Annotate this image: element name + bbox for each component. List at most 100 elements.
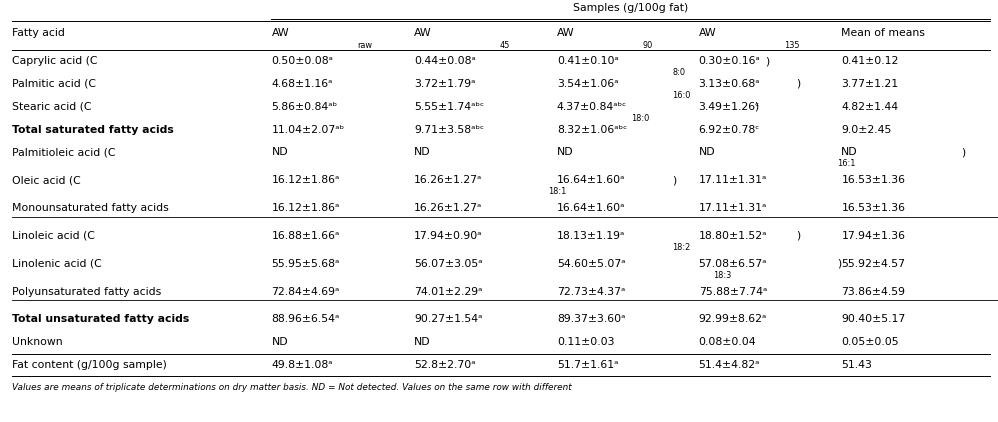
Text: 3.72±1.79ᵃ: 3.72±1.79ᵃ xyxy=(414,79,475,89)
Text: 90: 90 xyxy=(643,41,653,50)
Text: 17.94±0.90ᵃ: 17.94±0.90ᵃ xyxy=(414,231,483,241)
Text: 18.80±1.52ᵃ: 18.80±1.52ᵃ xyxy=(699,231,767,241)
Text: 16.12±1.86ᵃ: 16.12±1.86ᵃ xyxy=(271,203,339,213)
Text: 11.04±2.07ᵃᵇ: 11.04±2.07ᵃᵇ xyxy=(271,124,344,135)
Text: AW: AW xyxy=(271,28,289,38)
Text: 16.53±1.36: 16.53±1.36 xyxy=(841,203,905,213)
Text: 16.64±1.60ᵃ: 16.64±1.60ᵃ xyxy=(557,203,626,213)
Text: 72.73±4.37ᵃ: 72.73±4.37ᵃ xyxy=(557,287,625,297)
Text: 57.08±6.57ᵃ: 57.08±6.57ᵃ xyxy=(699,259,767,269)
Text: 72.84±4.69ᵃ: 72.84±4.69ᵃ xyxy=(271,287,339,297)
Text: Fatty acid: Fatty acid xyxy=(12,28,65,38)
Text: Unknown: Unknown xyxy=(12,337,63,347)
Text: 45: 45 xyxy=(500,41,510,50)
Text: 74.01±2.29ᵃ: 74.01±2.29ᵃ xyxy=(414,287,483,297)
Text: Total saturated fatty acids: Total saturated fatty acids xyxy=(12,124,174,135)
Text: 18:3: 18:3 xyxy=(714,271,732,280)
Text: 51.4±4.82ᵃ: 51.4±4.82ᵃ xyxy=(699,360,759,370)
Text: AW: AW xyxy=(699,28,717,38)
Text: 16:0: 16:0 xyxy=(672,91,691,100)
Text: 0.41±0.12: 0.41±0.12 xyxy=(841,56,898,66)
Text: AW: AW xyxy=(414,28,432,38)
Text: ND: ND xyxy=(699,147,716,157)
Text: 54.60±5.07ᵃ: 54.60±5.07ᵃ xyxy=(557,259,626,269)
Text: 90.40±5.17: 90.40±5.17 xyxy=(841,314,905,325)
Text: ): ) xyxy=(837,259,841,269)
Text: 9.0±2.45: 9.0±2.45 xyxy=(841,124,891,135)
Text: 17.94±1.36: 17.94±1.36 xyxy=(841,231,905,241)
Text: ND: ND xyxy=(271,337,288,347)
Text: 0.44±0.08ᵃ: 0.44±0.08ᵃ xyxy=(414,56,476,66)
Text: ND: ND xyxy=(414,337,431,347)
Text: 18:2: 18:2 xyxy=(672,243,691,252)
Text: ): ) xyxy=(764,56,769,66)
Text: 3.49±1.26ᶜ: 3.49±1.26ᶜ xyxy=(699,102,759,112)
Text: 16.26±1.27ᵃ: 16.26±1.27ᵃ xyxy=(414,203,482,213)
Text: 52.8±2.70ᵃ: 52.8±2.70ᵃ xyxy=(414,360,476,370)
Text: 16.64±1.60ᵃ: 16.64±1.60ᵃ xyxy=(557,175,626,185)
Text: raw: raw xyxy=(357,41,372,50)
Text: 51.43: 51.43 xyxy=(841,360,872,370)
Text: Oleic acid (C: Oleic acid (C xyxy=(12,175,81,185)
Text: 3.77±1.21: 3.77±1.21 xyxy=(841,79,898,89)
Text: 16.88±1.66ᵃ: 16.88±1.66ᵃ xyxy=(271,231,339,241)
Text: 4.68±1.16ᵃ: 4.68±1.16ᵃ xyxy=(271,79,332,89)
Text: ): ) xyxy=(795,79,800,89)
Text: 75.88±7.74ᵃ: 75.88±7.74ᵃ xyxy=(699,287,766,297)
Text: 55.95±5.68ᵃ: 55.95±5.68ᵃ xyxy=(271,259,339,269)
Text: 51.7±1.61ᵃ: 51.7±1.61ᵃ xyxy=(557,360,618,370)
Text: ND: ND xyxy=(271,147,288,157)
Text: 0.05±0.05: 0.05±0.05 xyxy=(841,337,899,347)
Text: Total unsaturated fatty acids: Total unsaturated fatty acids xyxy=(12,314,190,325)
Text: Values are means of triplicate determinations on dry matter basis. ND = Not dete: Values are means of triplicate determina… xyxy=(12,383,572,392)
Text: 18:1: 18:1 xyxy=(548,187,567,196)
Text: 92.99±8.62ᵃ: 92.99±8.62ᵃ xyxy=(699,314,766,325)
Text: Stearic acid (C: Stearic acid (C xyxy=(12,102,92,112)
Text: 18:0: 18:0 xyxy=(631,114,649,123)
Text: ND: ND xyxy=(414,147,431,157)
Text: 0.50±0.08ᵃ: 0.50±0.08ᵃ xyxy=(271,56,333,66)
Text: Monounsaturated fatty acids: Monounsaturated fatty acids xyxy=(12,203,169,213)
Text: 89.37±3.60ᵃ: 89.37±3.60ᵃ xyxy=(557,314,626,325)
Text: ): ) xyxy=(754,102,758,112)
Text: ): ) xyxy=(795,231,800,241)
Text: Polyunsaturated fatty acids: Polyunsaturated fatty acids xyxy=(12,287,162,297)
Text: 56.07±3.05ᵃ: 56.07±3.05ᵃ xyxy=(414,259,483,269)
Text: 8.32±1.06ᵃᵇᶜ: 8.32±1.06ᵃᵇᶜ xyxy=(557,124,627,135)
Text: 88.96±6.54ᵃ: 88.96±6.54ᵃ xyxy=(271,314,339,325)
Text: 0.30±0.16ᵃ: 0.30±0.16ᵃ xyxy=(699,56,760,66)
Text: 135: 135 xyxy=(784,41,799,50)
Text: 6.92±0.78ᶜ: 6.92±0.78ᶜ xyxy=(699,124,759,135)
Text: 16.53±1.36: 16.53±1.36 xyxy=(841,175,905,185)
Text: ): ) xyxy=(672,175,677,185)
Text: ND: ND xyxy=(841,147,858,157)
Text: 18.13±1.19ᵃ: 18.13±1.19ᵃ xyxy=(557,231,625,241)
Text: 0.41±0.10ᵃ: 0.41±0.10ᵃ xyxy=(557,56,619,66)
Text: 9.71±3.58ᵃᵇᶜ: 9.71±3.58ᵃᵇᶜ xyxy=(414,124,484,135)
Text: 5.55±1.74ᵃᵇᶜ: 5.55±1.74ᵃᵇᶜ xyxy=(414,102,484,112)
Text: Palmitioleic acid (C: Palmitioleic acid (C xyxy=(12,147,116,157)
Text: 4.82±1.44: 4.82±1.44 xyxy=(841,102,898,112)
Text: 16:1: 16:1 xyxy=(837,160,855,168)
Text: Caprylic acid (C: Caprylic acid (C xyxy=(12,56,98,66)
Text: 3.13±0.68ᵃ: 3.13±0.68ᵃ xyxy=(699,79,760,89)
Text: Fat content (g/100g sample): Fat content (g/100g sample) xyxy=(12,360,167,370)
Text: 17.11±1.31ᵃ: 17.11±1.31ᵃ xyxy=(699,175,766,185)
Text: Linoleic acid (C: Linoleic acid (C xyxy=(12,231,95,241)
Text: Samples (g/100g fat): Samples (g/100g fat) xyxy=(573,3,689,14)
Text: 90.27±1.54ᵃ: 90.27±1.54ᵃ xyxy=(414,314,483,325)
Text: AW: AW xyxy=(557,28,575,38)
Text: 4.37±0.84ᵃᵇᶜ: 4.37±0.84ᵃᵇᶜ xyxy=(557,102,627,112)
Text: 49.8±1.08ᵃ: 49.8±1.08ᵃ xyxy=(271,360,333,370)
Text: 16.26±1.27ᵃ: 16.26±1.27ᵃ xyxy=(414,175,482,185)
Text: Palmitic acid (C: Palmitic acid (C xyxy=(12,79,96,89)
Text: 8:0: 8:0 xyxy=(672,68,685,77)
Text: Mean of means: Mean of means xyxy=(841,28,925,38)
Text: Linolenic acid (C: Linolenic acid (C xyxy=(12,259,102,269)
Text: 3.54±1.06ᵃ: 3.54±1.06ᵃ xyxy=(557,79,619,89)
Text: 0.11±0.03: 0.11±0.03 xyxy=(557,337,615,347)
Text: 0.08±0.04: 0.08±0.04 xyxy=(699,337,756,347)
Text: ): ) xyxy=(961,147,965,157)
Text: 73.86±4.59: 73.86±4.59 xyxy=(841,287,905,297)
Text: 5.86±0.84ᵃᵇ: 5.86±0.84ᵃᵇ xyxy=(271,102,337,112)
